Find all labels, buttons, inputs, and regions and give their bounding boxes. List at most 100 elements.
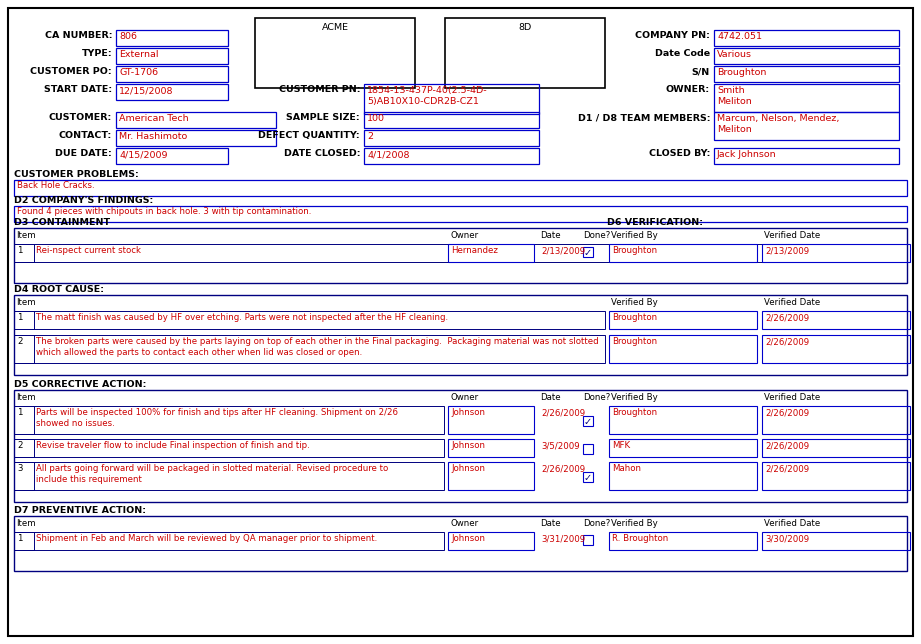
Text: Hernandez: Hernandez (451, 246, 498, 255)
Bar (583, 472, 593, 482)
Text: 2/26/2009: 2/26/2009 (765, 464, 810, 473)
Text: Done?: Done? (583, 519, 611, 528)
Text: ✓: ✓ (584, 248, 592, 258)
Text: Mahon: Mahon (612, 464, 641, 473)
Text: 2/26/2009: 2/26/2009 (765, 337, 810, 346)
Bar (714, 148, 899, 164)
Text: MFK: MFK (612, 441, 630, 450)
Bar (116, 48, 228, 64)
Bar (14, 228, 907, 283)
Bar (448, 462, 534, 490)
Text: 3/31/2009: 3/31/2009 (541, 534, 585, 543)
Text: Verified Date: Verified Date (764, 393, 821, 402)
Text: Revise traveler flow to include Final inspection of finish and tip.: Revise traveler flow to include Final in… (36, 441, 309, 450)
Text: Broughton: Broughton (717, 68, 766, 77)
Text: 806: 806 (119, 32, 137, 41)
Text: Date Code: Date Code (655, 49, 710, 58)
Bar (116, 112, 276, 128)
Bar (116, 30, 228, 46)
Text: COMPANY PN:: COMPANY PN: (635, 31, 710, 40)
Text: Verified Date: Verified Date (764, 231, 821, 240)
Text: Johnson: Johnson (451, 441, 485, 450)
Text: Parts will be inspected 100% for finish and tips after HF cleaning. Shipment on : Parts will be inspected 100% for finish … (36, 408, 398, 428)
Text: Back Hole Cracks.: Back Hole Cracks. (17, 181, 95, 190)
Bar (14, 439, 34, 457)
Bar (14, 516, 907, 571)
Bar (14, 390, 907, 502)
Text: Item: Item (16, 519, 36, 528)
Bar (583, 416, 593, 426)
Text: 2: 2 (367, 132, 373, 141)
Text: 100: 100 (367, 114, 385, 123)
Text: Verified By: Verified By (611, 393, 658, 402)
Text: Owner: Owner (450, 393, 478, 402)
Bar (609, 532, 757, 550)
Bar (762, 406, 910, 434)
Bar (14, 532, 34, 550)
Bar (364, 84, 539, 114)
Bar (14, 462, 34, 490)
Text: Item: Item (16, 298, 36, 307)
Text: Various: Various (717, 50, 752, 59)
Bar (14, 406, 444, 434)
Text: CUSTOMER PO:: CUSTOMER PO: (30, 67, 112, 76)
Text: ✓: ✓ (584, 473, 592, 483)
Bar (762, 532, 910, 550)
Text: Owner: Owner (450, 519, 478, 528)
Text: D7 PREVENTIVE ACTION:: D7 PREVENTIVE ACTION: (14, 506, 146, 515)
Text: 2/13/2009: 2/13/2009 (541, 246, 585, 255)
Text: Broughton: Broughton (612, 408, 657, 417)
Bar (255, 18, 415, 88)
Text: Broughton: Broughton (612, 246, 657, 255)
Text: DEFECT QUANTITY:: DEFECT QUANTITY: (259, 131, 360, 140)
Text: D6 VERIFICATION:: D6 VERIFICATION: (607, 218, 703, 227)
Text: CLOSED BY:: CLOSED BY: (648, 149, 710, 158)
Text: 2/26/2009: 2/26/2009 (765, 441, 810, 450)
Text: 3/30/2009: 3/30/2009 (765, 534, 810, 543)
Text: 3: 3 (17, 464, 22, 473)
Text: CUSTOMER PN:: CUSTOMER PN: (278, 85, 360, 94)
Bar (14, 295, 907, 375)
Text: Marcum, Nelson, Mendez,
Meliton: Marcum, Nelson, Mendez, Meliton (717, 114, 839, 134)
Text: Johnson: Johnson (451, 408, 485, 417)
Bar (762, 335, 910, 363)
Text: Owner: Owner (450, 231, 478, 240)
Text: 1: 1 (17, 246, 22, 255)
Text: Verified By: Verified By (611, 519, 658, 528)
Bar (609, 406, 757, 434)
Bar (116, 148, 228, 164)
Bar (116, 66, 228, 82)
Text: SAMPLE SIZE:: SAMPLE SIZE: (286, 113, 360, 122)
Text: 8D: 8D (519, 23, 531, 32)
Bar (364, 130, 539, 146)
Bar (583, 247, 593, 257)
Bar (583, 444, 593, 454)
Bar (14, 244, 34, 262)
Text: 2/26/2009: 2/26/2009 (765, 313, 810, 322)
Text: D2 COMPANY'S FINDINGS:: D2 COMPANY'S FINDINGS: (14, 196, 153, 205)
Text: CUSTOMER:: CUSTOMER: (49, 113, 112, 122)
Text: ✓: ✓ (584, 417, 592, 427)
Bar (609, 311, 757, 329)
Bar (762, 439, 910, 457)
Text: 1: 1 (17, 313, 22, 322)
Text: Done?: Done? (583, 231, 611, 240)
Bar (14, 244, 907, 262)
Bar (609, 335, 757, 363)
Text: Broughton: Broughton (612, 337, 657, 346)
Text: Date: Date (540, 393, 561, 402)
Bar (448, 406, 534, 434)
Text: DATE CLOSED:: DATE CLOSED: (284, 149, 360, 158)
Text: Done?: Done? (583, 393, 611, 402)
Bar (116, 130, 276, 146)
Bar (364, 148, 539, 164)
Text: The matt finish was caused by HF over etching. Parts were not inspected after th: The matt finish was caused by HF over et… (36, 313, 449, 322)
Text: Smith
Meliton: Smith Meliton (717, 86, 752, 106)
Text: 2/26/2009: 2/26/2009 (541, 408, 585, 417)
Text: Item: Item (16, 231, 36, 240)
Text: 2: 2 (17, 441, 22, 450)
Bar (14, 439, 444, 457)
Bar (14, 311, 605, 329)
Text: All parts going forward will be packaged in slotted material. Revised procedure : All parts going forward will be packaged… (36, 464, 389, 484)
Text: R. Broughton: R. Broughton (612, 534, 669, 543)
